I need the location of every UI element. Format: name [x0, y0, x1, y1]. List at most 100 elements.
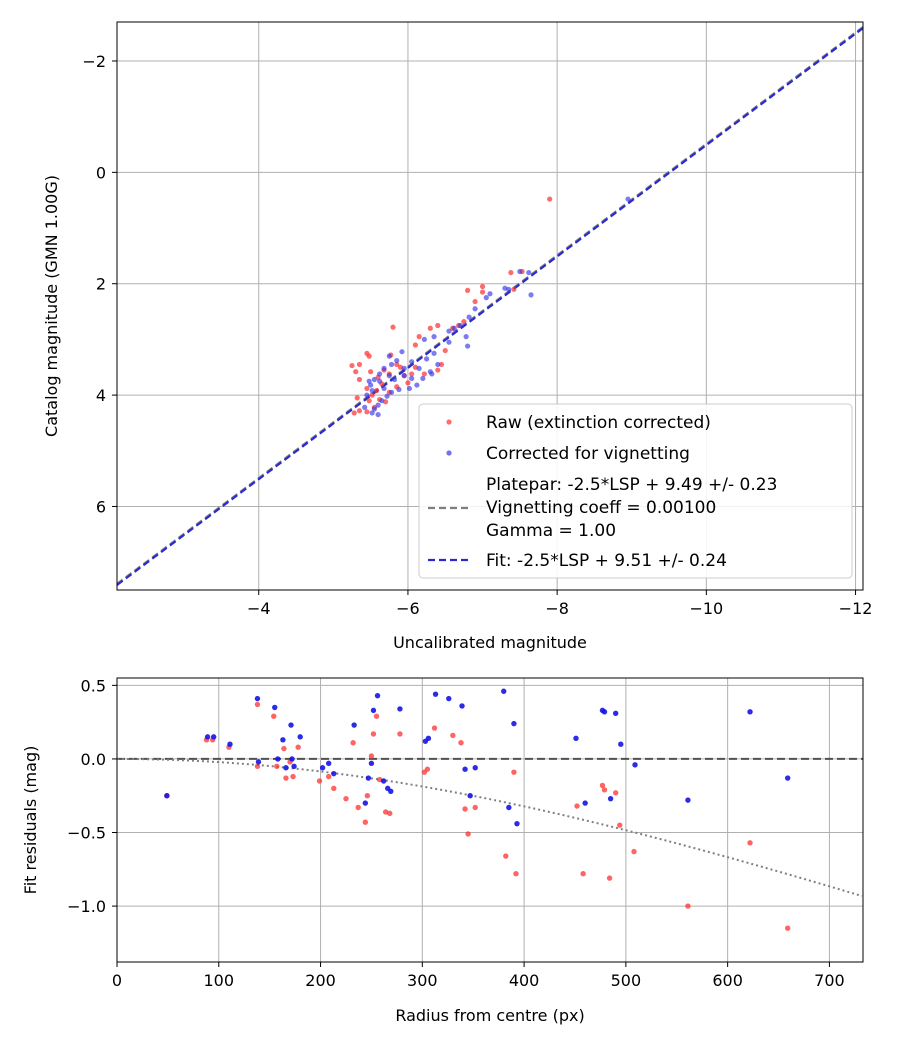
raw-point: [472, 298, 478, 305]
raw-point: [374, 388, 380, 394]
corrected-point: [429, 371, 435, 377]
top-x-tick-label: −8: [545, 599, 569, 618]
residual-corrected-point: [601, 709, 608, 715]
corrected-point: [502, 285, 508, 291]
corrected-point: [371, 376, 377, 383]
raw-point: [412, 342, 418, 348]
corrected-point: [401, 365, 407, 371]
residual-corrected-point: [275, 756, 281, 762]
bottom-plot-frame: [116, 677, 864, 963]
raw-point: [354, 395, 360, 401]
residual-raw-point: [325, 773, 332, 780]
residual-raw-point: [362, 819, 369, 825]
legend-box: [418, 403, 853, 579]
corrected-point: [399, 349, 405, 355]
residual-corrected-point: [365, 775, 372, 781]
top-x-tick-label: −10: [689, 599, 723, 618]
raw-point: [356, 408, 363, 414]
residual-raw-point: [601, 787, 608, 793]
corrected-point: [364, 392, 370, 398]
residual-raw-point: [462, 806, 468, 812]
bottom-lines: [117, 757, 863, 897]
residual-raw-point: [606, 875, 613, 881]
top-x-tick-label: −12: [839, 599, 873, 618]
raw-point: [366, 398, 372, 404]
residual-corrected-point: [325, 760, 332, 767]
raw-point: [356, 376, 363, 383]
raw-point: [364, 409, 370, 415]
bottom-y-tick-label: −0.5: [67, 824, 106, 843]
bottom-x-axis-label: Radius from centre (px): [395, 1006, 584, 1025]
residual-raw-point: [254, 763, 261, 769]
residual-raw-point: [599, 782, 606, 789]
residual-corrected-point: [362, 800, 369, 806]
residual-corrected-point: [472, 765, 478, 771]
corrected-point: [416, 365, 422, 371]
residual-raw-point: [685, 903, 691, 909]
corrected-point: [409, 359, 415, 365]
residual-raw-point: [458, 740, 464, 746]
residual-raw-point: [343, 795, 349, 802]
residual-corrected-point: [291, 763, 297, 769]
bottom-x-tick-label: 100: [204, 971, 235, 990]
corrected-point: [446, 328, 452, 334]
residual-corrected-point: [685, 797, 691, 803]
corrected-point: [483, 295, 489, 301]
residual-raw-point: [784, 925, 791, 931]
corrected-point: [376, 378, 383, 384]
residual-corrected-point: [607, 795, 614, 802]
corrected-point: [362, 404, 368, 410]
corrected-point: [366, 378, 372, 384]
raw-point: [465, 287, 471, 294]
residual-raw-point: [397, 731, 403, 737]
residual-corrected-point: [255, 759, 262, 765]
residual-raw-point: [331, 785, 337, 792]
residual-corrected-point: [204, 734, 211, 740]
raw-point: [416, 334, 422, 340]
raw-point: [368, 369, 374, 375]
corrected-point: [435, 361, 441, 368]
raw-point: [394, 361, 400, 368]
raw-point: [421, 371, 427, 377]
top-y-tick-label: −2: [82, 52, 106, 71]
residual-raw-point: [387, 810, 393, 817]
corrected-point: [406, 385, 413, 392]
residual-corrected-point: [297, 734, 303, 740]
raw-point: [438, 361, 445, 368]
residual-corrected-point: [446, 695, 452, 702]
corrected-point: [625, 196, 631, 202]
residual-corrected-point: [380, 778, 387, 784]
raw-point: [349, 362, 355, 369]
raw-point: [479, 283, 486, 290]
residual-raw-point: [465, 831, 471, 837]
bottom-x-tick-label: 700: [814, 971, 845, 990]
residual-corrected-point: [210, 734, 217, 740]
residual-raw-point: [450, 732, 456, 739]
raw-point: [427, 325, 433, 331]
corrected-point: [446, 339, 452, 345]
residual-corrected-point: [254, 695, 261, 702]
legend-platepar-label-3: Gamma = 1.00: [486, 521, 616, 541]
residual-raw-point: [254, 701, 261, 708]
residual-raw-point: [316, 778, 323, 784]
vignetting-curve: [117, 757, 863, 897]
residual-corrected-point: [227, 741, 233, 747]
top-lines: [117, 26, 863, 586]
corrected-point: [384, 393, 390, 399]
corrected-point: [409, 375, 415, 381]
top-ticks: −4 −6 −8 −10 −12 −2 0 2 4 6: [82, 52, 872, 618]
corrected-point: [465, 343, 471, 349]
residual-raw-point: [376, 776, 383, 783]
bottom-y-tick-label: 0.0: [81, 750, 106, 769]
raw-point: [405, 380, 411, 386]
corrected-point: [375, 402, 381, 408]
bottom-y-tick-label: 0.5: [81, 676, 106, 695]
residual-corrected-point: [747, 709, 753, 715]
corrected-point: [487, 291, 493, 297]
corrected-point: [463, 334, 469, 340]
corrected-point: [466, 314, 472, 320]
corrected-point: [381, 365, 387, 371]
residual-corrected-point: [368, 760, 375, 767]
top-x-axis-label: Uncalibrated magnitude: [393, 633, 587, 652]
corrected-point: [396, 386, 402, 393]
